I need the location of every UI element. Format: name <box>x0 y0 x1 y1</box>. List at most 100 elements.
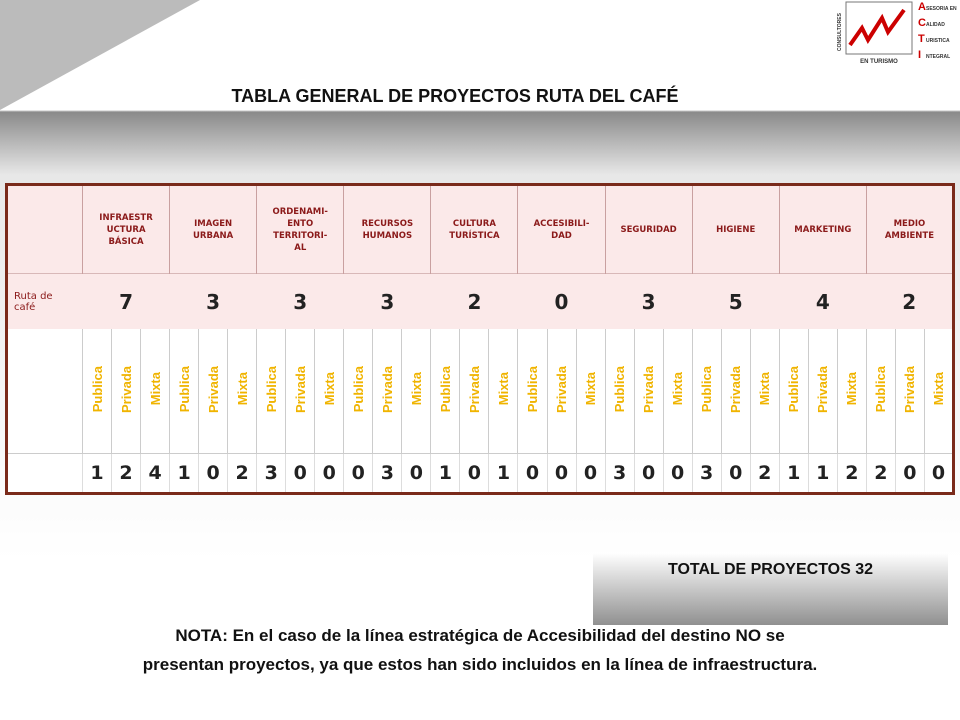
total-row: Ruta de café 7 3 3 3 2 0 3 5 4 2 <box>6 273 954 329</box>
sub-header: Privada <box>902 365 918 413</box>
sub-header: Mixta <box>583 372 599 406</box>
sub-header: Privada <box>205 365 221 413</box>
logo-text: SESORIA EN <box>926 6 957 12</box>
sub-header-cell: Publica <box>256 329 286 454</box>
value: 0 <box>285 453 315 494</box>
sub-header: Publica <box>176 365 192 413</box>
value: 0 <box>894 453 925 494</box>
value: 3 <box>256 453 286 494</box>
value: 1 <box>169 453 199 494</box>
sub-header: Privada <box>728 365 744 413</box>
logo-line <box>848 8 906 47</box>
sub-header: Privada <box>554 365 570 413</box>
sub-header: Publica <box>524 365 540 413</box>
value: 1 <box>430 453 460 494</box>
sub-header-cell: Privada <box>720 329 751 454</box>
sub-header-row: Publica Privada Mixta Publica Privada Mixta Pu… <box>6 329 954 454</box>
sub-header-cell: Mixta <box>314 329 344 454</box>
sub-header: Privada <box>815 365 831 413</box>
sub-header-cell: Publica <box>604 329 635 454</box>
sub-header-cell: Mixta <box>575 329 606 454</box>
sub-header: Privada <box>292 365 308 413</box>
column-header: IMAGEN URBANA <box>169 184 257 274</box>
sub-header: Publica <box>786 365 802 413</box>
column-total: 0 <box>517 273 606 329</box>
column-header: HIGIENE <box>691 184 780 274</box>
sub-header: Publica <box>89 365 105 413</box>
logo-text: NTEGRAL <box>926 54 950 60</box>
value: 0 <box>517 453 547 494</box>
value: 1 <box>81 453 112 494</box>
projects-table: INFRAESTR UCTURA BÁSICA IMAGEN URBANA ORDE… <box>5 183 955 495</box>
logo-text: CONSULTORES <box>837 12 843 51</box>
sub-header: Privada <box>466 365 482 413</box>
sub-header: Publica <box>350 365 366 413</box>
header-row: INFRAESTR UCTURA BÁSICA IMAGEN URBANA ORDE… <box>6 184 954 274</box>
sub-header-cell: Publica <box>430 329 460 454</box>
sub-header-cell: Privada <box>807 329 838 454</box>
sub-header: Publica <box>437 365 453 413</box>
value: 0 <box>633 453 664 494</box>
sub-header: Publica <box>699 365 715 413</box>
value: 4 <box>140 453 170 494</box>
value: 1 <box>807 453 838 494</box>
value: 3 <box>691 453 722 494</box>
sub-header: Mixta <box>930 372 946 406</box>
sub-header: Mixta <box>408 372 424 406</box>
logo-initial: T <box>918 33 925 45</box>
value: 2 <box>227 453 257 494</box>
value: 0 <box>314 453 344 494</box>
value: 2 <box>836 453 867 494</box>
sub-header-cell: Privada <box>111 329 141 454</box>
sub-header: Mixta <box>147 372 163 406</box>
sub-header-cell: Publica <box>691 329 722 454</box>
column-total: 4 <box>779 273 867 329</box>
sub-header-cell: Publica <box>778 329 809 454</box>
logo-frame <box>845 1 913 55</box>
value: 0 <box>662 453 693 494</box>
sub-header: Mixta <box>757 372 773 406</box>
value: 1 <box>488 453 518 494</box>
column-header: CULTURA TURÍSTICA <box>430 184 518 274</box>
sub-header-cell: Privada <box>198 329 228 454</box>
sub-header-cell: Publica <box>169 329 199 454</box>
total-box: TOTAL DE PROYECTOS 32 <box>593 553 948 625</box>
column-total: 2 <box>430 273 518 329</box>
column-total: 5 <box>692 273 780 329</box>
blank <box>6 453 83 494</box>
column-total: 7 <box>82 273 170 329</box>
value: 0 <box>343 453 373 494</box>
sub-header: Mixta <box>670 372 686 406</box>
sub-header: Mixta <box>844 372 860 406</box>
value: 3 <box>372 453 402 494</box>
value: 3 <box>604 453 635 494</box>
sub-header: Privada <box>641 365 657 413</box>
sub-header-cell: Privada <box>285 329 315 454</box>
column-header: ORDENAMI- ENTO TERRITORI- AL <box>256 184 344 274</box>
column-header: MARKETING <box>778 184 867 274</box>
sub-header-cell: Publica <box>81 329 112 454</box>
sub-header-cell: Privada <box>546 329 577 454</box>
sub-header-cell: Privada <box>894 329 925 454</box>
row-label: Ruta de café <box>6 273 83 329</box>
sub-header-cell: Mixta <box>923 329 954 454</box>
sub-header-cell: Privada <box>633 329 664 454</box>
sub-header: Privada <box>379 365 395 413</box>
sub-header-cell: Publica <box>343 329 373 454</box>
sub-header-cell: Publica <box>865 329 896 454</box>
logo-graphic: CONSULTORES EN TURISMO A SESORIA ENC ALIDA… <box>837 1 957 65</box>
sub-header-cell: Mixta <box>662 329 693 454</box>
value: 0 <box>720 453 751 494</box>
column-header: INFRAESTR UCTURA BÁSICA <box>81 184 170 274</box>
sub-header-cell: Mixta <box>749 329 780 454</box>
sub-header: Publica <box>612 365 628 413</box>
sub-header-cell: Privada <box>459 329 489 454</box>
sub-header-cell: Mixta <box>488 329 518 454</box>
column-total: 3 <box>343 273 431 329</box>
logo-initial: I <box>918 49 921 61</box>
logo-text: URISTICA <box>926 38 950 44</box>
sub-header-cell: Privada <box>372 329 402 454</box>
logo-text: EN TURISMO <box>860 59 898 65</box>
